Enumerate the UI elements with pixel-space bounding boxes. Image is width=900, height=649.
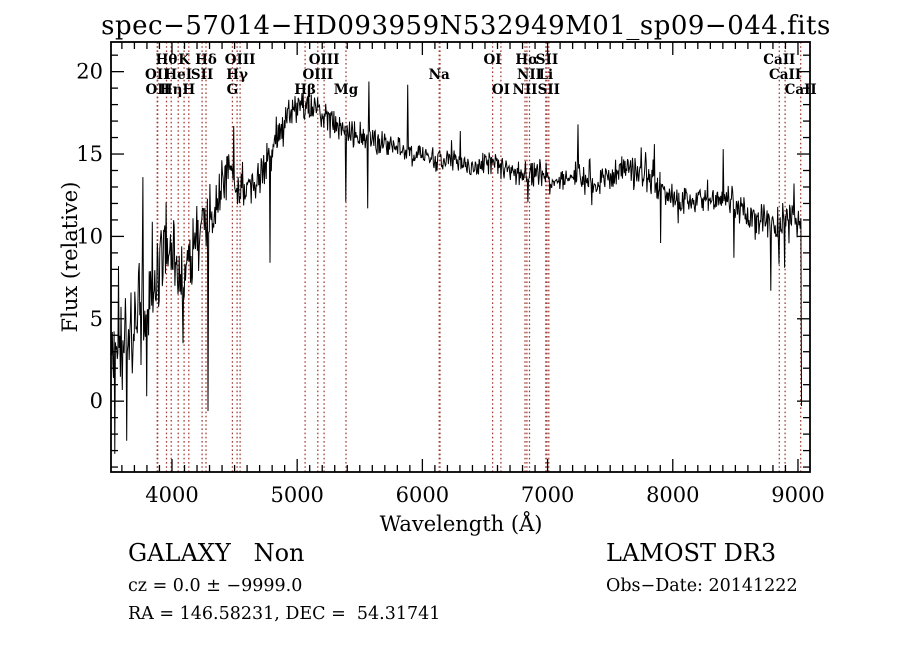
spectral-line-labels: OIIOIIHθHηHeIKHSIIHδGHγOIIIHβOIIIOIIIMgN… — [145, 52, 817, 98]
x-axis-title: Wavelength (Å) — [380, 511, 543, 536]
spectral-line-label: CaII — [785, 82, 817, 98]
spectrum — [111, 81, 802, 454]
spectral-line-label: SII — [538, 82, 560, 98]
spectral-line-label: CaII — [769, 67, 801, 83]
survey-label: LAMOST DR3 — [606, 539, 777, 567]
plot-title: spec−57014−HD093959N532949M01_sp09−044.f… — [101, 11, 831, 41]
spectral-line-label: OII — [145, 67, 169, 83]
x-tick-label: 5000 — [270, 483, 323, 507]
spectral-line-label: Hγ — [226, 67, 248, 83]
spectral-line-label: OIII — [225, 52, 256, 68]
object-class-label: GALAXY Non — [128, 539, 305, 567]
axes — [110, 41, 811, 473]
y-tick-label: 10 — [76, 224, 103, 248]
spectral-line-label: Hβ — [294, 82, 316, 98]
spectral-line-label: NII — [517, 67, 542, 83]
spectral-line-label: SII — [536, 52, 558, 68]
spectral-line-label: Hθ — [156, 52, 178, 68]
spectral-line-markers — [156, 42, 802, 472]
spectral-line-label: Li — [538, 67, 553, 83]
y-tick-label: 15 — [76, 142, 103, 166]
spectral-line-label: H — [182, 82, 195, 98]
spectral-line-label: SII — [191, 67, 213, 83]
x-tick-label: 8000 — [646, 483, 699, 507]
spectral-line-label: Mg — [334, 82, 359, 98]
plot-frame — [110, 41, 811, 473]
y-axis-title: Flux (relative) — [58, 182, 82, 333]
x-tick-label: 6000 — [396, 483, 449, 507]
spectral-line-label: HeI — [164, 67, 192, 83]
spectral-line-label: OIII — [309, 52, 340, 68]
spectral-line-label: Hδ — [195, 52, 217, 68]
spectral-line-label: Hα — [515, 52, 539, 68]
spectral-line-label: K — [178, 52, 191, 68]
y-tick-label: 5 — [90, 307, 103, 331]
x-tick-label: 4000 — [145, 483, 198, 507]
spectral-line-label: OIII — [302, 67, 333, 83]
y-tick-label: 20 — [76, 60, 103, 84]
obs-date-label: Obs−Date: 20141222 — [606, 576, 798, 596]
spectral-line-label: NII — [513, 82, 538, 98]
spectral-line-label: Hη — [160, 82, 183, 98]
spectral-line-label: OII — [146, 82, 170, 98]
tick-labels: 4000 5000 6000 7000 8000 9000 0 5 10 15 20 — [76, 60, 824, 507]
x-tick-label: 9000 — [771, 483, 824, 507]
y-tick-label: 0 — [90, 389, 103, 413]
spectral-line-label: OI — [492, 82, 510, 98]
x-tick-label: 7000 — [521, 483, 574, 507]
ra-dec-label: RA = 146.58231, DEC = 54.31741 — [128, 604, 441, 624]
spectral-line-label: OI — [484, 52, 502, 68]
spectral-line-label: Na — [429, 67, 450, 83]
spectral-line-label: G — [227, 82, 239, 98]
spectrum-trace — [111, 81, 802, 454]
spectral-line-label: CaII — [763, 52, 795, 68]
cz-value-label: cz = 0.0 ± −9999.0 — [128, 576, 303, 596]
